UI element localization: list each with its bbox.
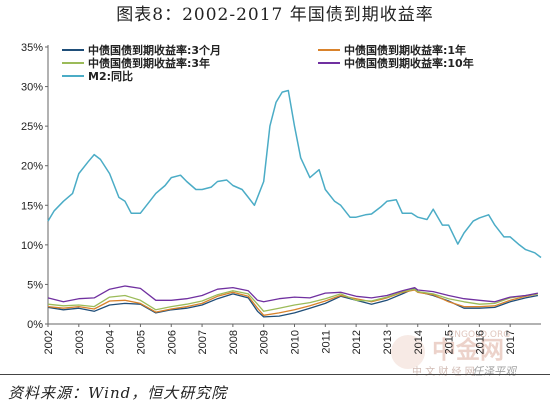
watermark-author: 任泽平观 — [472, 365, 518, 378]
y-tick-label: 30% — [21, 82, 43, 94]
x-tick-label: 2006 — [166, 330, 178, 354]
x-tick-label: 2011 — [320, 330, 332, 354]
y-tick-label: 5% — [27, 279, 43, 291]
series-line-1 — [47, 287, 539, 318]
legend-label-1: 中债国债到期收益率:3个月 — [88, 43, 221, 57]
chart-title: 图表8：2002-2017 年国债到期收益率 — [116, 5, 434, 25]
x-tick-label: 2015 — [444, 330, 456, 354]
x-tick-label: 2013 — [382, 330, 394, 354]
x-tick-label: 2009 — [259, 330, 271, 354]
series-line-3 — [47, 288, 538, 312]
y-tick-label: 15% — [21, 200, 43, 212]
watermark-domain: CNGOLD.ORG — [448, 330, 510, 340]
watermark-sub: 中 文 财 经 网 — [412, 365, 475, 378]
x-tick-label: 2010 — [290, 330, 302, 354]
legend-label-3: 中债国债到期收益率:3年 — [88, 56, 210, 70]
x-tick-label: 2012 — [351, 330, 363, 354]
series-line-5 — [47, 89, 542, 259]
series-lines — [47, 89, 542, 318]
bottom-divider — [0, 374, 550, 375]
watermark-logo-circle — [391, 335, 425, 369]
x-tick-label: 2002 — [43, 330, 55, 354]
y-tick-label: 35% — [21, 42, 43, 54]
y-tick-label: 0% — [27, 319, 43, 331]
x-tick-label: 2014 — [413, 330, 425, 354]
watermark-brand: 中金网 — [432, 336, 504, 364]
legend-label-4: 中债国债到期收益率:10年 — [344, 56, 474, 70]
x-tick-label: 2017 — [505, 330, 517, 354]
y-tick-label: 25% — [21, 121, 43, 133]
legend-label-2: 中债国债到期收益率:1年 — [344, 43, 466, 57]
x-tick-label: 2004 — [105, 330, 117, 354]
y-tick-label: 10% — [21, 240, 43, 252]
x-tick-label: 2005 — [135, 330, 147, 354]
series-line-2 — [47, 289, 539, 316]
x-tick-label: 2007 — [197, 330, 209, 354]
legend-label-5: M2:同比 — [88, 69, 133, 83]
x-tick-label: 2008 — [228, 330, 240, 354]
axes: 0% 5% 10% 15% 20% 25% 30% 35% 2002 2003 2004 2005 20… — [21, 42, 541, 354]
y-tick-label: 20% — [21, 161, 43, 173]
series-line-4 — [47, 285, 539, 303]
source-note: 资料来源：Wind，恒大研究院 — [8, 384, 228, 402]
x-tick-label: 2016 — [474, 330, 486, 354]
x-tick-label: 2003 — [74, 330, 86, 354]
